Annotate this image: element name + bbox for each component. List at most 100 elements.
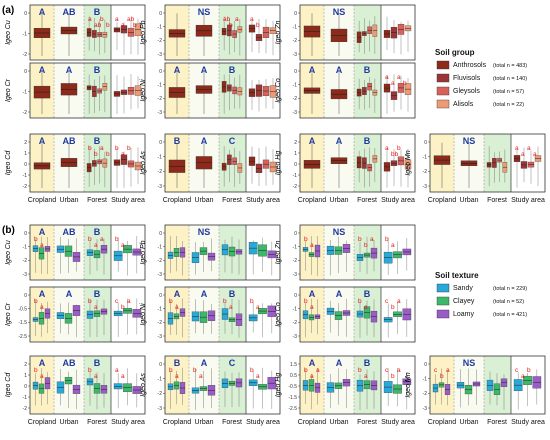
- tick-label: -2: [23, 406, 28, 412]
- x-axis-label: Urban: [194, 197, 213, 204]
- group-letter: C: [229, 136, 236, 146]
- significance-letter: a: [370, 236, 374, 243]
- significance-letter: a: [515, 145, 519, 152]
- significance-letter: a: [385, 74, 389, 81]
- group-letter: B: [94, 227, 101, 237]
- tick-label: -3: [293, 110, 298, 116]
- tick-label: -1: [158, 24, 163, 30]
- tick-label: 0: [159, 140, 162, 146]
- group-letter: A: [309, 136, 316, 146]
- group-letter: A: [309, 289, 316, 299]
- tick-label: 0: [24, 384, 27, 390]
- group-letter: NS: [333, 227, 346, 237]
- group-letter: AB: [63, 7, 76, 17]
- tick-label: -1: [23, 395, 28, 401]
- y-axis-label: Igeo Ni: [140, 79, 147, 102]
- x-axis-label: Urban: [459, 197, 478, 204]
- tick-label: -2: [293, 320, 298, 326]
- tick-label: -1: [23, 173, 28, 179]
- group-letter: NS: [198, 7, 211, 17]
- tick-label: 0: [294, 162, 297, 168]
- legend-item-note: (total n = 229): [493, 286, 527, 292]
- tick-label: 0: [159, 293, 162, 299]
- group-letter: A: [201, 136, 208, 146]
- tick-label: 0.5: [290, 373, 297, 379]
- panel-frame: [299, 355, 416, 415]
- y-axis-label: Igeo Co: [275, 302, 282, 327]
- significance-letter: a: [121, 151, 125, 158]
- tick-label: -2: [423, 391, 428, 397]
- significance-letter: a: [199, 373, 203, 380]
- x-axis-label: Study area: [246, 419, 280, 426]
- group-letter: A: [39, 358, 46, 368]
- group-letter: B: [364, 136, 371, 146]
- tick-label: -2: [423, 169, 428, 175]
- group-letter: B: [94, 136, 101, 146]
- panel-section-bg: [189, 356, 219, 414]
- significance-letter: b: [358, 367, 362, 374]
- significance-letter: a: [397, 367, 401, 374]
- y-axis-label: Igeo Cr: [5, 78, 12, 102]
- legend-item-name: Gleysols: [453, 88, 480, 95]
- tick-label: -0.5: [18, 306, 27, 312]
- x-axis-label: Forest: [222, 419, 242, 426]
- significance-letter: a: [446, 367, 450, 374]
- group-letter: A: [174, 289, 181, 299]
- group-letter: A: [174, 65, 181, 75]
- tick-label: 1.5: [290, 362, 297, 368]
- significance-letter: a: [40, 373, 44, 380]
- group-letter: AB: [63, 358, 76, 368]
- group-letter: B: [229, 65, 236, 75]
- group-letter: B: [229, 289, 236, 299]
- tick-label: -1: [158, 154, 163, 160]
- significance-letter: c: [115, 298, 119, 305]
- y-axis-label: Igeo As: [140, 373, 147, 397]
- y-axis-label: Igeo Cu: [5, 20, 12, 45]
- significance-letter: a: [121, 242, 125, 249]
- tick-label: -3: [158, 406, 163, 412]
- tick-label: -3: [293, 52, 298, 58]
- tick-label: 0: [294, 293, 297, 299]
- tick-label: -2: [23, 110, 28, 116]
- significance-letter: a: [235, 16, 239, 23]
- significance-letter: b: [88, 236, 92, 243]
- significance-letter: a: [115, 16, 119, 23]
- tick-label: -2: [293, 38, 298, 44]
- group-letter: B: [364, 289, 371, 299]
- y-axis-label: Igeo Hg: [275, 373, 282, 398]
- x-axis-label: Urban: [329, 197, 348, 204]
- group-letter: B: [364, 65, 371, 75]
- tick-label: 0: [294, 69, 297, 75]
- legend-item-name: Loamy: [453, 311, 475, 318]
- significance-letter: a: [527, 145, 531, 152]
- panel-frame: [164, 355, 281, 415]
- tick-label: -2: [158, 320, 163, 326]
- tick-label: -2: [293, 184, 298, 190]
- significance-letter: a: [100, 236, 104, 243]
- significance-letter: b: [115, 145, 119, 152]
- significance-letter: a: [121, 373, 125, 380]
- tick-label: -2: [158, 169, 163, 175]
- tick-label: 0: [159, 231, 162, 237]
- tick-label: -2: [158, 38, 163, 44]
- tick-label: -1.5: [18, 320, 27, 326]
- y-axis-label: Igeo Zn: [275, 241, 282, 265]
- tick-label: -1: [293, 24, 298, 30]
- panel-frame: [29, 286, 146, 343]
- panel-frame: [29, 62, 146, 119]
- tick-label: -1: [158, 376, 163, 382]
- tick-label: 0: [24, 231, 27, 237]
- significance-letter: b: [106, 22, 110, 29]
- tick-label: -1: [293, 173, 298, 179]
- tick-label: -2.5: [288, 406, 297, 412]
- tick-label: -3: [423, 184, 428, 190]
- significance-letter: a: [316, 367, 320, 374]
- significance-letter: b: [169, 298, 173, 305]
- tick-label: -1: [293, 244, 298, 250]
- significance-letter: a: [40, 242, 44, 249]
- y-axis-label: Igeo Zn: [275, 21, 282, 45]
- significance-letter: b: [121, 304, 125, 311]
- significance-letter: a: [121, 22, 125, 29]
- significance-letter: b: [250, 367, 254, 374]
